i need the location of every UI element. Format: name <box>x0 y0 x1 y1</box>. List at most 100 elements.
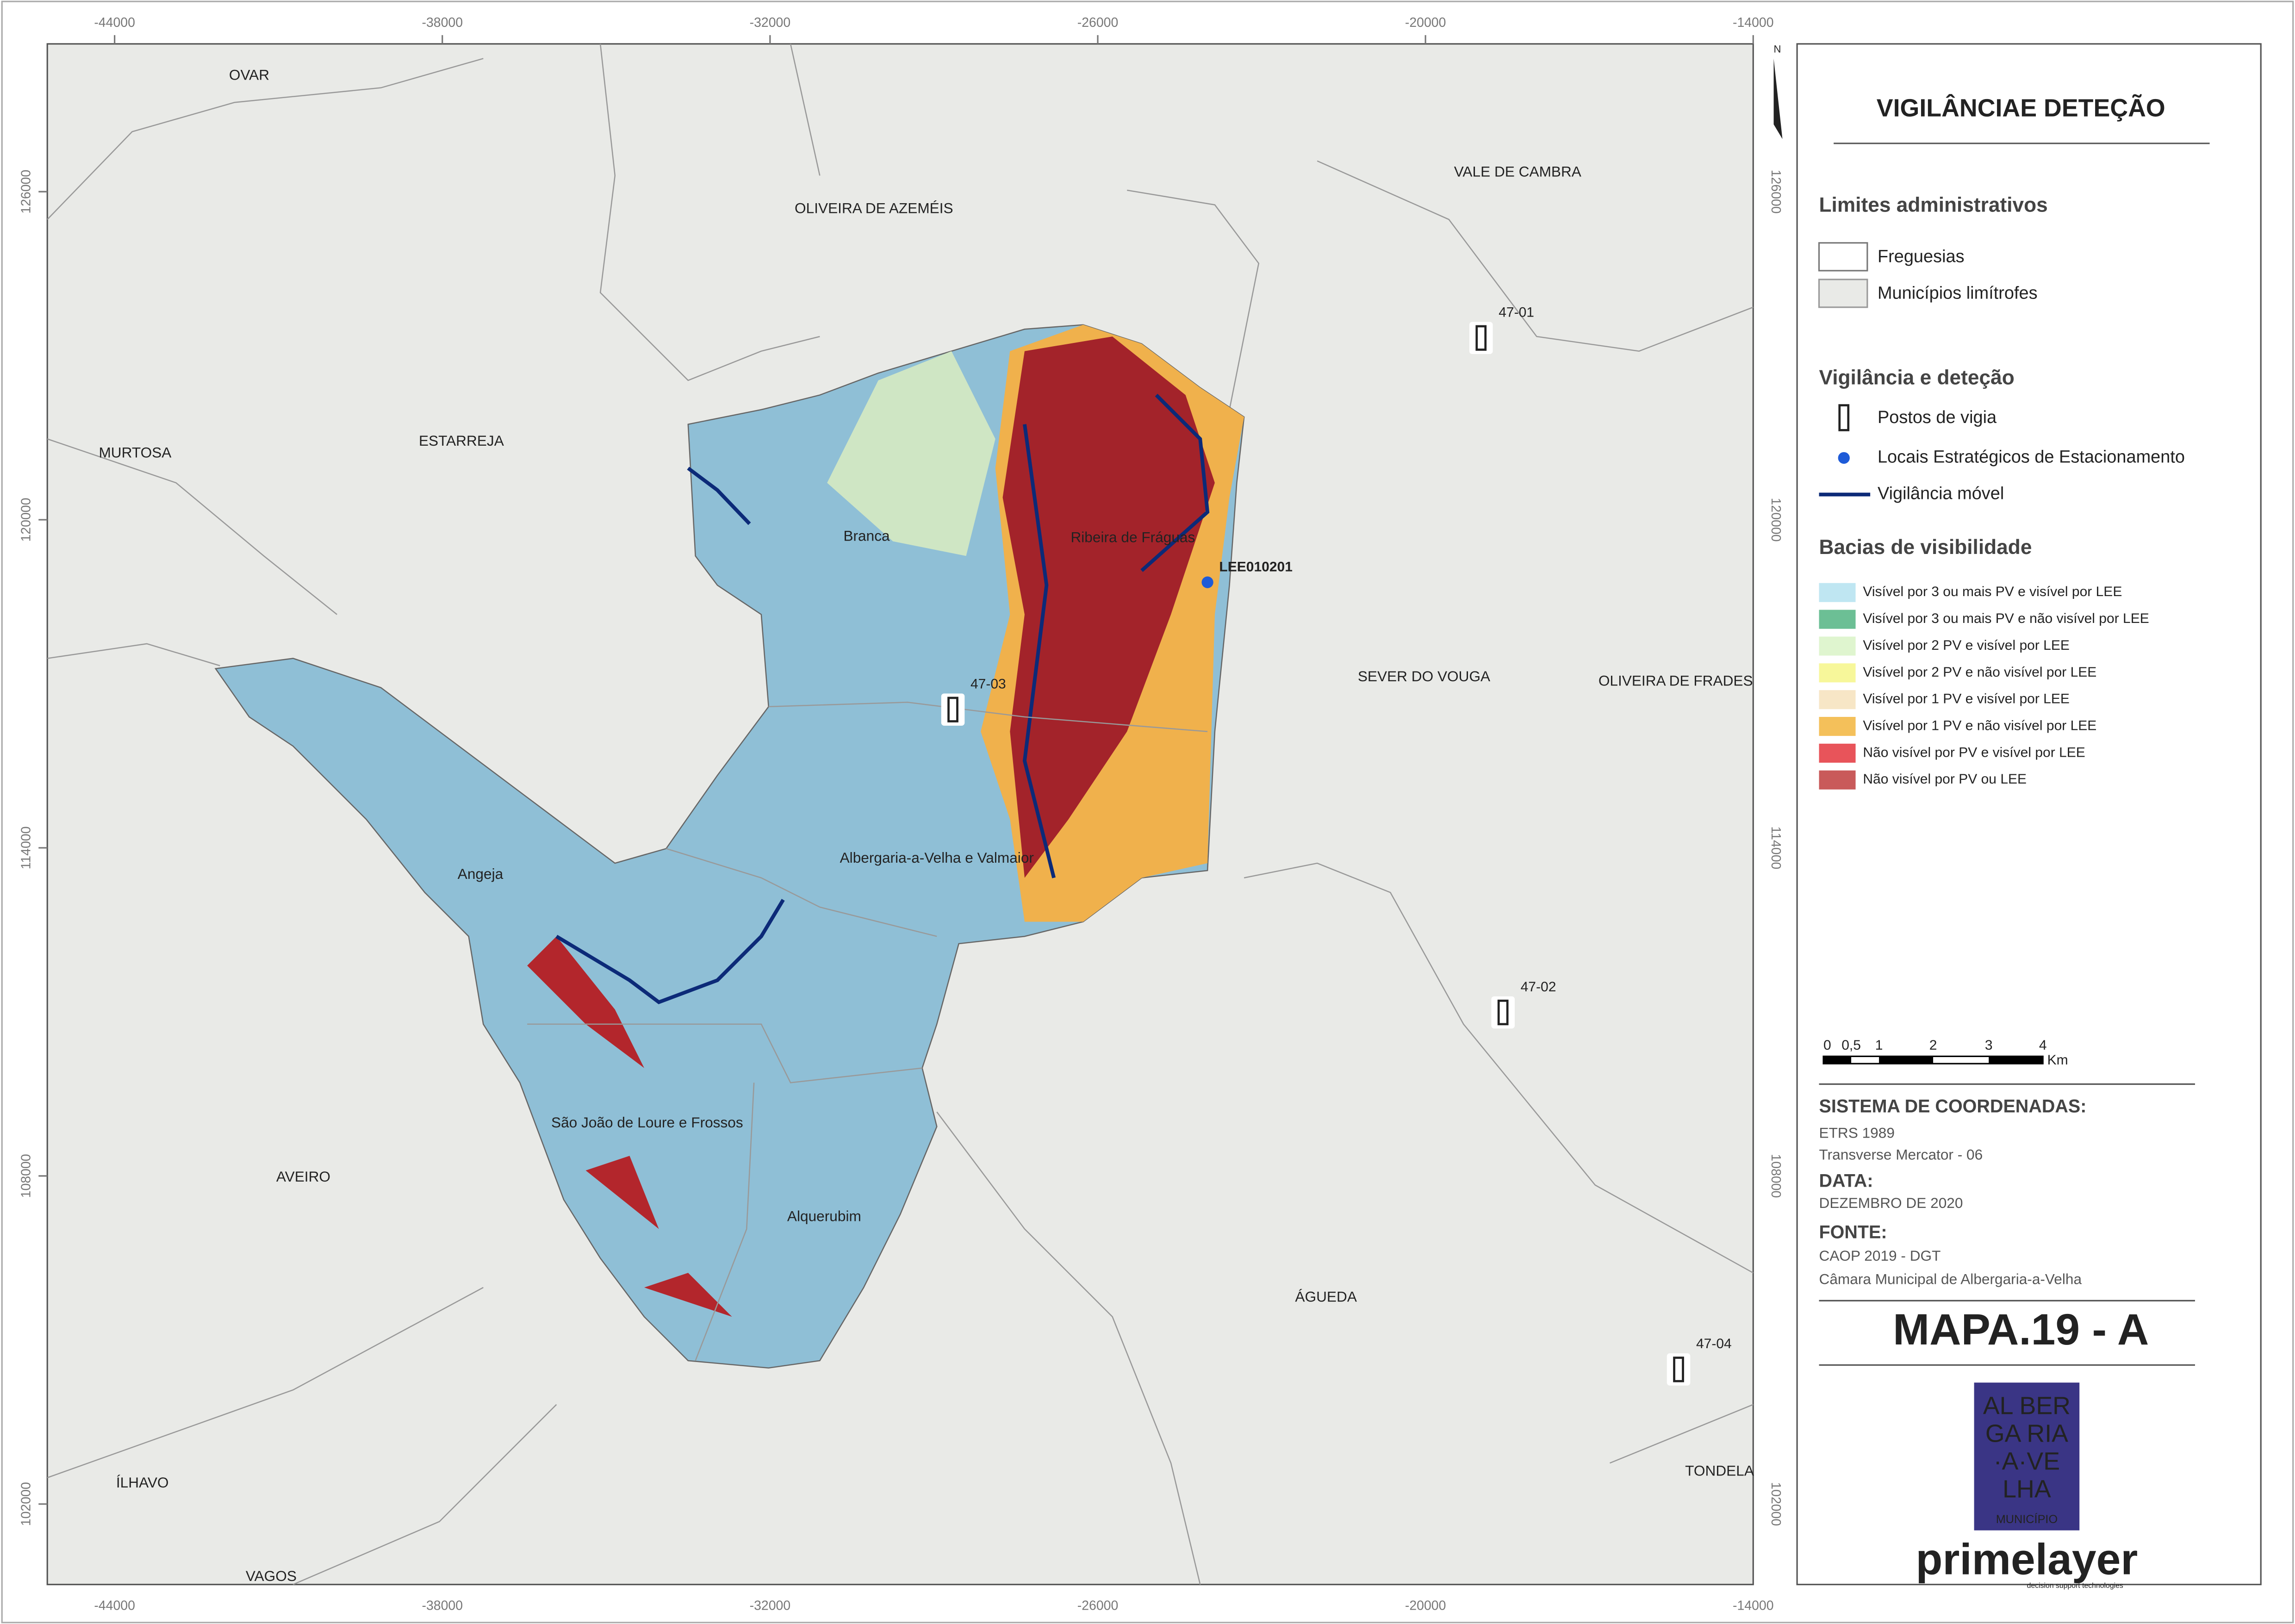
parish-boundaries <box>527 702 1208 1361</box>
y-tick-label: 114000 <box>19 827 33 870</box>
tower-icon <box>1491 996 1515 1029</box>
legend-heading: Limites administrativos <box>1819 193 2048 216</box>
x-tick-label: -26000 <box>1077 1599 1119 1613</box>
brand-tagline: decision support technologies <box>2027 1582 2123 1590</box>
place-label: Albergaria-a-Velha e Valmaior <box>840 849 1034 866</box>
y-tick-label: 102000 <box>19 1482 33 1526</box>
place-label: VALE DE CAMBRA <box>1454 163 1582 180</box>
place-label: Angeja <box>458 865 504 882</box>
municipal-boundaries <box>47 44 1754 1585</box>
scale-bar: 0 0,5 1 2 3 4Km <box>1822 1038 2068 1068</box>
visibility-zone <box>827 351 995 556</box>
map-area: LEE010201 OVAR OLIVEIRA DE AZEMÉIS VALE … <box>46 43 1754 1586</box>
place-label: TONDELA <box>1685 1462 1754 1479</box>
x-tick-label: -20000 <box>1405 1599 1446 1613</box>
place-label: Branca <box>843 528 890 544</box>
scale-label: 0 <box>1823 1038 1831 1053</box>
legend-item: Não visível por PV ou LEE <box>1863 772 2027 787</box>
legend-item: Visível por 1 PV e visível por LEE <box>1863 691 2070 707</box>
brand-name: primelayer <box>1916 1535 2138 1584</box>
legend-item: Visível por 2 PV e não visível por LEE <box>1863 665 2096 680</box>
info-text: ETRS 1989 <box>1819 1124 1895 1141</box>
info-heading: SISTEMA DE COORDENADAS: <box>1819 1096 2087 1117</box>
tower-icon <box>1673 1356 1684 1382</box>
scale-segment <box>1823 1056 1852 1064</box>
place-label: OLIVEIRA DE FRADES <box>1598 672 1753 689</box>
x-tick-label: -14000 <box>1733 1599 1774 1613</box>
info-text: Câmara Municipal de Albergaria-a-Velha <box>1819 1270 2082 1287</box>
scale-segment <box>1989 1056 2043 1064</box>
tower-icon <box>1475 325 1487 351</box>
coordinate-ticks: -44000 -44000 -38000 -38000 -32000 -32000 -260… <box>19 15 1783 1613</box>
legend-item: Visível por 2 PV e visível por LEE <box>1863 638 2070 653</box>
place-label: SEVER DO VOUGA <box>1358 668 1491 684</box>
x-tick-label: -38000 <box>422 1599 463 1613</box>
legend-panel: VIGILÂNCIAE DETEÇÃO Limites administrati… <box>1796 43 2262 1590</box>
tower-icon <box>947 697 958 722</box>
visibility-legend: Visível por 3 ou mais PV e visível por L… <box>1819 583 2149 790</box>
info-text: DEZEMBRO DE 2020 <box>1819 1195 1963 1211</box>
y-tick-label: 126000 <box>19 170 33 214</box>
place-label: ÁGUEDA <box>1295 1288 1357 1305</box>
scale-label: 3 <box>1985 1038 1993 1053</box>
legend-item: Freguesias <box>1878 247 1965 266</box>
x-tick-label: -32000 <box>750 15 791 30</box>
legend-item: Municípios limítrofes <box>1878 283 2038 303</box>
legend-item: Vigilância móvel <box>1878 484 2004 504</box>
scale-segment <box>1879 1056 1934 1064</box>
logo-text: AL BER <box>1983 1392 2071 1419</box>
info-heading: DATA: <box>1819 1171 1873 1191</box>
legend-swatch <box>1819 583 1856 602</box>
municipality-area <box>214 324 1245 1369</box>
x-tick-label: -14000 <box>1733 15 1774 30</box>
tower-icon <box>1497 999 1509 1026</box>
y-tick-label: 108000 <box>19 1154 33 1198</box>
legend-item: Visível por 3 ou mais PV e não visível p… <box>1863 611 2149 626</box>
scale-label: 4 <box>2039 1038 2047 1053</box>
tower-icon <box>1667 1353 1691 1386</box>
y-tick-label: 108000 <box>1768 1154 1783 1198</box>
logo-sub: MUNICÍPIO <box>1996 1512 2058 1526</box>
legend-swatch <box>1819 770 1856 790</box>
y-tick-label: 114000 <box>1768 827 1783 870</box>
legend-title: VIGILÂNCIAE DETEÇÃO <box>1877 93 2165 122</box>
lee-label: LEE010201 <box>1219 560 1293 575</box>
scale-unit: Km <box>2047 1052 2068 1068</box>
place-label: São João de Loure e Frossos <box>551 1114 743 1131</box>
legend-item: Visível por 1 PV e não visível por LEE <box>1863 718 2096 734</box>
visibility-zone <box>1002 336 1215 878</box>
info-text: Transverse Mercator - 06 <box>1819 1146 1983 1163</box>
place-label: Alquerubim <box>787 1208 861 1225</box>
place-label: MURTOSA <box>99 444 172 460</box>
x-tick-label: -26000 <box>1077 15 1119 30</box>
legend-frame <box>1796 43 2262 1586</box>
place-label: AVEIRO <box>276 1168 330 1185</box>
lee-marker <box>1201 576 1213 588</box>
legend-swatch <box>1818 279 1868 308</box>
place-label: ÍLHAVO <box>116 1474 169 1491</box>
legend-swatch <box>1819 663 1856 683</box>
logo-text: ·A·VE <box>1994 1447 2060 1475</box>
x-tick-label: -38000 <box>422 15 463 30</box>
x-tick-label: -32000 <box>750 1599 791 1613</box>
mobile-patrol-route <box>555 393 1210 1004</box>
legend-heading: Bacias de visibilidade <box>1819 536 2032 559</box>
logo-text: LHA <box>2003 1475 2051 1503</box>
legend-swatch <box>1819 610 1856 629</box>
x-tick-label: -20000 <box>1405 15 1446 30</box>
legend-item: Visível por 3 ou mais PV e visível por L… <box>1863 584 2122 599</box>
y-tick-label: 120000 <box>19 498 33 542</box>
y-tick-label: 102000 <box>1768 1482 1783 1526</box>
tower-label: 47-04 <box>1696 1336 1732 1351</box>
info-text: CAOP 2019 - DGT <box>1819 1247 1941 1264</box>
place-label: Ribeira de Fráguas <box>1070 529 1195 546</box>
place-label: OLIVEIRA DE AZEMÉIS <box>795 199 953 216</box>
scale-label: 1 <box>1875 1038 1883 1053</box>
x-tick-label: -44000 <box>94 15 135 30</box>
legend-item: Locais Estratégicos de Estacionamento <box>1878 447 2185 467</box>
north-arrow: N <box>1774 43 1781 55</box>
legend-item: Postos de vigia <box>1878 408 1997 427</box>
y-tick-label: 126000 <box>1768 170 1783 214</box>
